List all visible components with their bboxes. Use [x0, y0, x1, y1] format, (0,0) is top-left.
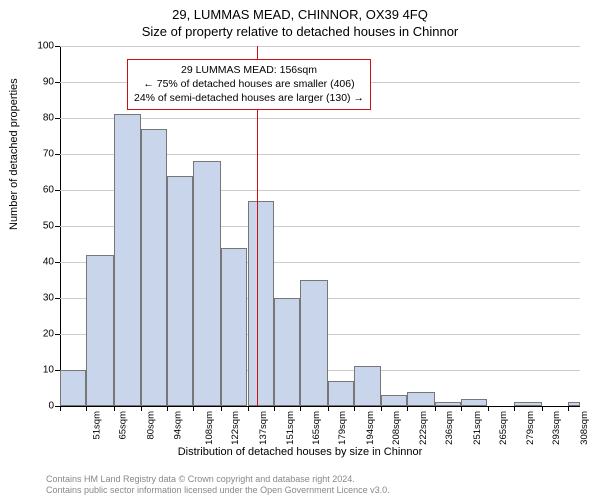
xtick-mark — [488, 406, 489, 411]
xtick-mark — [60, 406, 61, 411]
xtick-label: 208sqm — [391, 411, 402, 445]
xtick-label: 251sqm — [472, 411, 483, 445]
xtick-label: 308sqm — [579, 411, 590, 445]
histogram-bar — [300, 280, 328, 406]
x-axis-label: Distribution of detached houses by size … — [0, 446, 600, 458]
xtick-mark — [86, 406, 87, 411]
ytick-label: 50 — [26, 221, 54, 232]
footnote-line1: Contains HM Land Registry data © Crown c… — [46, 474, 600, 485]
ytick-label: 80 — [26, 113, 54, 124]
histogram-bar — [193, 161, 221, 406]
ytick-label: 60 — [26, 185, 54, 196]
annotation-callout: 29 LUMMAS MEAD: 156sqm ← 75% of detached… — [127, 59, 371, 110]
xtick-mark — [568, 406, 569, 411]
histogram-bar — [514, 402, 542, 406]
x-axis-line — [60, 406, 580, 407]
histogram-bar — [86, 255, 114, 406]
histogram-bar — [60, 370, 86, 406]
xtick-mark — [381, 406, 382, 411]
histogram-bar — [248, 201, 274, 406]
ytick-mark — [55, 46, 60, 47]
histogram-bar — [328, 381, 354, 406]
xtick-mark — [221, 406, 222, 411]
xtick-mark — [141, 406, 142, 411]
annotation-line1: 29 LUMMAS MEAD: 156sqm — [134, 63, 364, 77]
xtick-mark — [435, 406, 436, 411]
xtick-label: 122sqm — [230, 411, 241, 445]
xtick-mark — [193, 406, 194, 411]
ytick-mark — [55, 334, 60, 335]
xtick-mark — [354, 406, 355, 411]
histogram-bar — [381, 395, 407, 406]
gridline — [60, 46, 580, 47]
xtick-label: 65sqm — [118, 411, 129, 440]
xtick-mark — [407, 406, 408, 411]
xtick-mark — [300, 406, 301, 411]
histogram-bar — [221, 248, 247, 406]
xtick-label: 80sqm — [146, 411, 157, 440]
xtick-mark — [167, 406, 168, 411]
xtick-label: 137sqm — [258, 411, 269, 445]
xtick-label: 293sqm — [551, 411, 562, 445]
ytick-mark — [55, 82, 60, 83]
annotation-line3: 24% of semi-detached houses are larger (… — [134, 91, 364, 105]
ytick-label: 20 — [26, 329, 54, 340]
ytick-mark — [55, 298, 60, 299]
xtick-label: 94sqm — [172, 411, 183, 440]
xtick-mark — [328, 406, 329, 411]
xtick-mark — [274, 406, 275, 411]
xtick-label: 108sqm — [204, 411, 215, 445]
xtick-label: 194sqm — [365, 411, 376, 445]
xtick-label: 222sqm — [417, 411, 428, 445]
footnote-line2: Contains public sector information licen… — [46, 485, 600, 496]
ytick-label: 10 — [26, 365, 54, 376]
xtick-label: 179sqm — [337, 411, 348, 445]
xtick-mark — [542, 406, 543, 411]
xtick-label: 165sqm — [311, 411, 322, 445]
ytick-label: 90 — [26, 77, 54, 88]
histogram-bar — [167, 176, 193, 406]
histogram-bar — [568, 402, 580, 406]
histogram-bar — [461, 399, 487, 406]
histogram-bar — [141, 129, 167, 406]
xtick-label: 236sqm — [444, 411, 455, 445]
ytick-label: 30 — [26, 293, 54, 304]
ytick-label: 100 — [26, 41, 54, 52]
xtick-label: 151sqm — [284, 411, 295, 445]
xtick-mark — [461, 406, 462, 411]
ytick-label: 40 — [26, 257, 54, 268]
histogram-bar — [114, 114, 140, 406]
annotation-line2: ← 75% of detached houses are smaller (40… — [134, 77, 364, 91]
ytick-label: 70 — [26, 149, 54, 160]
xtick-mark — [248, 406, 249, 411]
histogram-bar — [435, 402, 461, 406]
ytick-mark — [55, 262, 60, 263]
histogram-bar — [274, 298, 300, 406]
xtick-mark — [114, 406, 115, 411]
footnote: Contains HM Land Registry data © Crown c… — [0, 474, 600, 496]
histogram-bar — [354, 366, 380, 406]
ytick-mark — [55, 226, 60, 227]
histogram-bar — [407, 392, 435, 406]
xtick-label: 265sqm — [498, 411, 509, 445]
histogram-chart: 29, LUMMAS MEAD, CHINNOR, OX39 4FQ Size … — [0, 0, 600, 500]
ytick-label: 0 — [26, 401, 54, 412]
xtick-label: 51sqm — [92, 411, 103, 440]
ytick-mark — [55, 154, 60, 155]
xtick-label: 279sqm — [524, 411, 535, 445]
chart-title-line2: Size of property relative to detached ho… — [0, 24, 600, 39]
xtick-mark — [514, 406, 515, 411]
ytick-mark — [55, 118, 60, 119]
plot-area: 010203040506070809010051sqm65sqm80sqm94s… — [60, 46, 580, 406]
chart-title-line1: 29, LUMMAS MEAD, CHINNOR, OX39 4FQ — [0, 7, 600, 22]
y-axis-label: Number of detached properties — [8, 78, 20, 230]
ytick-mark — [55, 190, 60, 191]
